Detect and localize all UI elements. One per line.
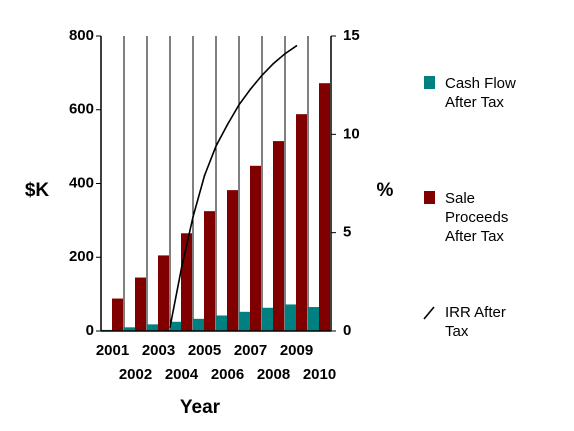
irr-point-4 — [215, 145, 217, 147]
bar-sale-proceeds-2003 — [158, 255, 169, 331]
y-axis-title: $K — [25, 180, 50, 201]
y-tick-label: 200 — [69, 248, 94, 265]
legend-swatch — [423, 306, 435, 320]
bar-sale-proceeds-2006 — [227, 190, 238, 331]
irr-point-8 — [261, 74, 263, 77]
bar-cash-flow-2003 — [147, 324, 158, 331]
irr-line-group — [169, 45, 298, 328]
irr-point-10 — [284, 52, 286, 55]
x-tick-label: 2007 — [234, 342, 267, 359]
x-axis-title: Year — [180, 397, 221, 418]
y2-tick-label: 0 — [343, 322, 351, 339]
bar-sale-proceeds-2009 — [296, 114, 307, 331]
y2-tick-label: 15 — [343, 27, 360, 44]
bars — [101, 83, 330, 331]
irr-point-1 — [180, 267, 183, 269]
irr-point-11 — [295, 45, 298, 47]
bar-sale-proceeds-2004 — [181, 233, 192, 331]
right-axis-ticks: 0 5 10 15 — [331, 27, 360, 339]
y2-tick-label: 5 — [343, 224, 351, 241]
left-axis-ticks: 0 200 400 600 800 — [69, 27, 101, 339]
legend-label: Proceeds — [445, 209, 508, 226]
x-tick-label: 2002 — [119, 366, 152, 383]
irr-point-0 — [169, 326, 171, 328]
bar-cash-flow-2002 — [124, 327, 135, 331]
bar-cash-flow-2010 — [308, 307, 319, 331]
bar-cash-flow-2005 — [193, 318, 204, 331]
x-tick-label: 2001 — [96, 342, 129, 359]
x-tick-label: 2006 — [211, 366, 244, 383]
x-tick-label: 2010 — [303, 366, 336, 383]
irr-point-2 — [192, 216, 194, 218]
irr-point-5 — [226, 123, 229, 126]
x-tick-label: 2003 — [142, 342, 175, 359]
bar-sale-proceeds-2001 — [112, 298, 123, 331]
legend-label: Cash Flow — [445, 75, 516, 92]
x-tick-label: 2009 — [280, 342, 313, 359]
bar-cash-flow-2009 — [285, 304, 296, 331]
irr-line — [169, 45, 297, 328]
irr-point-3 — [203, 174, 206, 177]
bar-sale-proceeds-2005 — [204, 211, 215, 331]
legend-label: Sale — [445, 190, 475, 207]
bar-cash-flow-2007 — [239, 311, 250, 331]
bar-sale-proceeds-2010 — [319, 83, 330, 331]
y-tick-label: 0 — [86, 322, 94, 339]
legend-label: After Tax — [445, 228, 504, 245]
bar-sale-proceeds-2002 — [135, 277, 146, 331]
legend-label: Tax — [445, 323, 469, 340]
y-tick-label: 600 — [69, 101, 94, 118]
x-tick-label: 2004 — [165, 366, 199, 383]
x-tick-label: 2005 — [188, 342, 221, 359]
bar-sale-proceeds-2008 — [273, 141, 284, 331]
legend-label: IRR After — [445, 304, 506, 321]
y2-tick-label: 10 — [343, 125, 360, 142]
bar-cash-flow-2008 — [262, 307, 273, 331]
legend-swatch — [424, 76, 435, 89]
bar-sale-proceeds-2007 — [250, 165, 261, 331]
x-tick-label: 2008 — [257, 366, 290, 383]
irr-point-9 — [272, 62, 275, 65]
y-tick-label: 400 — [69, 174, 94, 191]
legend: Cash Flow After Tax Sale Proceeds After Tax I… — [423, 75, 516, 340]
legend-label: After Tax — [445, 94, 504, 111]
legend-swatch — [424, 191, 435, 204]
bar-cash-flow-2004 — [170, 321, 181, 331]
irr-point-7 — [249, 88, 252, 90]
irr-point-6 — [238, 104, 240, 106]
y-tick-label: 800 — [69, 27, 94, 44]
bar-cash-flow-2006 — [216, 315, 227, 331]
y2-axis-title: % — [377, 180, 394, 201]
x-axis-ticks: 2001 2002 2003 2004 2005 2006 2007 2008 2009 2010 — [96, 342, 336, 383]
